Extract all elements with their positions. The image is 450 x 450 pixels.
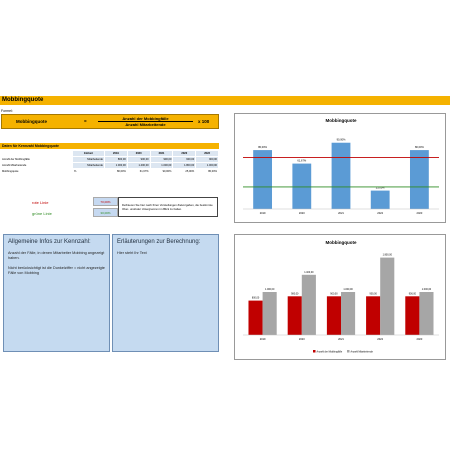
bar: [301, 274, 316, 335]
general-info-text: Anzahl der Fälle, in denen Mitarbeiter M…: [8, 251, 105, 260]
bar: [292, 163, 312, 209]
bar: [405, 296, 420, 335]
table-cell: 80,00%: [195, 168, 219, 175]
data-label: 61,67%: [297, 159, 306, 163]
chart-title: Mobbingquote: [326, 240, 357, 245]
data-label: 90,00%: [337, 138, 346, 142]
quota-chart-panel[interactable]: Mobbingquote 80,00% 2019 61,67% 2020 90,00% 20…: [234, 113, 446, 223]
red-line-label: rote Linie: [32, 200, 49, 205]
threshold-explanation: Definieren Sie hier nach Ihren Vorstellu…: [118, 197, 218, 217]
green-line-input[interactable]: 30,00%: [93, 208, 118, 217]
general-info-text: Nicht berücksichtigt ist die Dunkelziffe…: [8, 266, 105, 275]
x-tick-label: 2022: [377, 337, 383, 341]
table-cell: 90,00%: [149, 168, 174, 175]
x-tick-label: 2023: [417, 337, 423, 341]
x-tick-label: 2023: [417, 211, 423, 215]
data-section-heading: Daten für Kennzahl Mobbingquote: [0, 143, 219, 149]
title-bar: Mobbingquote: [0, 96, 450, 105]
formula-equals: =: [84, 119, 87, 124]
bar: [248, 300, 263, 335]
data-label: 1.000,00: [265, 288, 275, 291]
row-unit: %: [72, 168, 105, 175]
bar: [370, 190, 390, 209]
legend-swatch: [313, 350, 316, 353]
bar: [366, 296, 381, 335]
general-info-box[interactable]: Allgemeine Infos zur Kennzahl: Anzahl de…: [3, 234, 110, 352]
data-label: 800,00: [252, 297, 260, 300]
calculation-notes-heading: Erläuterungen zur Berechnung:: [117, 239, 201, 245]
x-tick-label: 2019: [260, 211, 266, 215]
data-label: 900,00: [409, 292, 417, 295]
formula-label: Formel:: [1, 109, 13, 113]
table-cell: 80,00%: [104, 168, 128, 175]
formula-multiplier: x 100: [198, 119, 210, 124]
bar: [262, 292, 277, 335]
bar: [380, 257, 395, 335]
x-tick-label: 2021: [338, 211, 344, 215]
counts-chart-panel[interactable]: Mobbingquote 800,00 1.000,00 2019 900,00 1.40…: [234, 234, 446, 360]
data-label: 1.800,00: [383, 254, 393, 257]
x-tick-label: 2019: [260, 337, 266, 341]
data-label: 1.000,00: [422, 288, 432, 291]
data-label: 80,00%: [258, 145, 267, 149]
x-tick-label: 2020: [299, 211, 305, 215]
data-label: 900,00: [330, 292, 338, 295]
counts-chart: Mobbingquote 800,00 1.000,00 2019 900,00 1.40…: [243, 240, 439, 353]
table-header-row: Einheit 2019 2020 2021 2022 2023: [0, 150, 219, 157]
bar: [326, 296, 341, 335]
legend-label: Anzahl der Mobbingfälle: [317, 350, 343, 353]
formula-denominator: Anzahl Mitarbeitende: [125, 122, 166, 127]
red-line-input[interactable]: 70,00%: [93, 197, 118, 206]
data-label: 80,00%: [415, 145, 424, 149]
bar: [419, 292, 434, 335]
table-cell: 25,00%: [172, 168, 197, 175]
quota-chart: Mobbingquote 80,00% 2019 61,67% 2020 90,00% 20…: [243, 118, 439, 215]
formula-numerator: Anzahl der Mobbingfälle: [98, 116, 193, 122]
calculation-notes-text: Hier steht Ihr Text: [117, 251, 147, 255]
x-tick-label: 2021: [338, 337, 344, 341]
x-tick-label: 2022: [377, 211, 383, 215]
legend-label: Anzahl Mitarbeitende: [351, 350, 374, 353]
bar: [253, 150, 273, 209]
formula-name: Mobbingquote: [16, 119, 47, 124]
table-row: Mobbingquote % 80,00% 61,67% 90,00% 25,0…: [0, 168, 219, 175]
bar: [331, 142, 351, 209]
chart-title: Mobbingquote: [326, 118, 357, 123]
data-label: 1.400,00: [304, 271, 314, 274]
data-label: 25,00%: [376, 186, 385, 190]
table-cell: 61,67%: [126, 168, 151, 175]
bar: [287, 296, 302, 335]
general-info-heading: Allgemeine Infos zur Kennzahl:: [8, 239, 91, 245]
bar: [341, 292, 356, 335]
page-title: Mobbingquote: [2, 97, 44, 103]
row-label: Mobbingquote: [0, 168, 73, 175]
data-table: Einheit 2019 2020 2021 2022 2023 Anzahl …: [0, 150, 219, 175]
legend-swatch: [347, 350, 350, 353]
threshold-section: rote Linie 70,00% grüne Linie 30,00% Def…: [0, 196, 219, 222]
formula-box: Mobbingquote = Anzahl der Mobbingfälle A…: [1, 114, 219, 129]
data-label: 900,00: [291, 292, 299, 295]
bar: [409, 150, 429, 209]
data-label: 1.000,00: [343, 288, 353, 291]
calculation-notes-box[interactable]: Erläuterungen zur Berechnung: Hier steht…: [112, 234, 219, 352]
green-line-label: grüne Linie: [32, 211, 52, 216]
data-label: 900,00: [369, 292, 377, 295]
x-tick-label: 2020: [299, 337, 305, 341]
